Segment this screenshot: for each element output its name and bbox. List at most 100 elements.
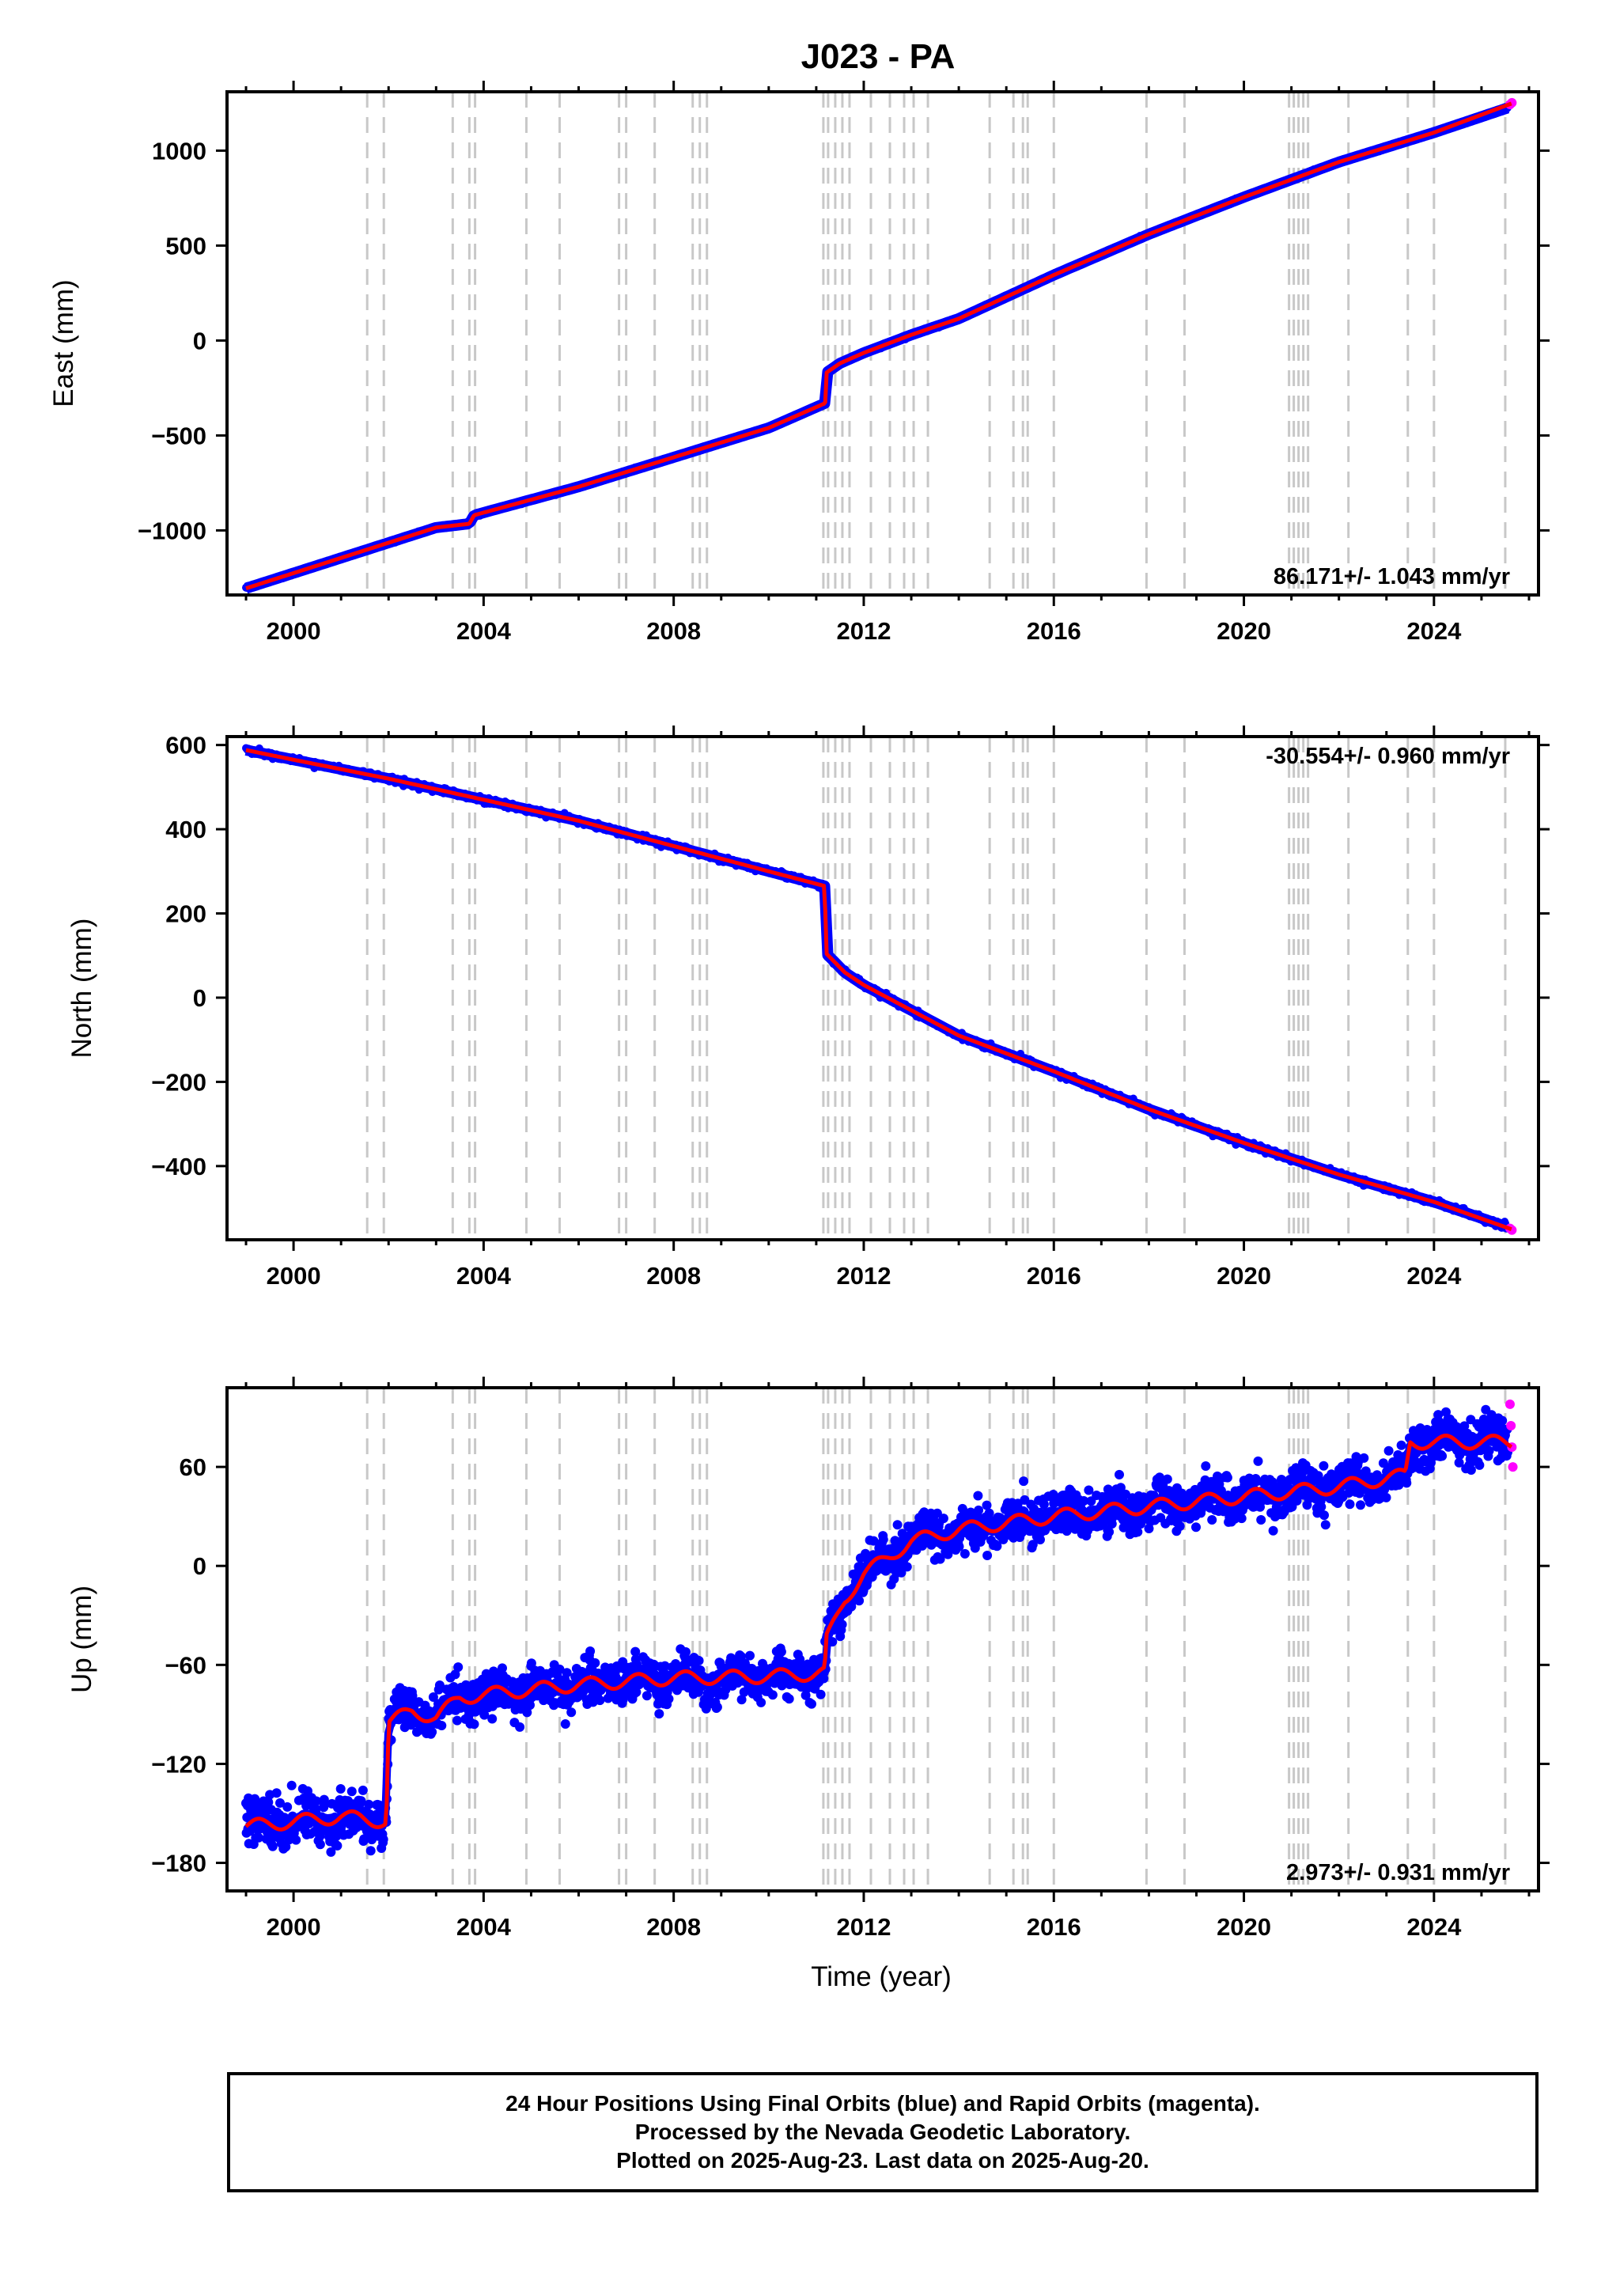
north-panel: 2000 2004 2008 2012 2016 2020 2024 −400 −200 0 200… [66,726,1550,1290]
east-ytick-label: 1000 [152,137,206,165]
up-data-point [453,1662,464,1673]
up-data-point [522,1707,532,1718]
north-ytick-label: 200 [165,900,206,928]
up-data-point [365,1846,376,1856]
north-model-line [245,748,1512,1232]
up-data-point [595,1695,605,1706]
north-xtick-label: 2000 [267,1262,321,1290]
up-data-point [631,1687,642,1697]
up-final-orbit-points [241,1404,1512,1857]
east-xtick-label: 2008 [646,617,701,645]
north-ytick-label: 400 [165,816,206,843]
east-ytick-label: 500 [165,232,206,260]
up-data-point [281,1842,291,1852]
east-ytick-label: −1000 [138,517,206,544]
east-xtick-label: 2012 [836,617,891,645]
up-data-point [320,1799,330,1809]
up-data-point [315,1839,325,1850]
up-data-point [664,1694,674,1704]
up-data-point [694,1656,704,1665]
up-data-point [271,1788,282,1798]
up-data-point [712,1702,722,1712]
up-data-point [560,1719,570,1729]
up-data-point [263,1797,274,1807]
up-data-point [356,1796,366,1806]
east-panel: 2000 2004 2008 2012 2016 2020 2024−1000−500050… [48,81,1550,645]
north-ytick-label: −200 [151,1068,206,1096]
east-xtick-label: 2024 [1406,617,1462,645]
up-data-point [282,1802,293,1812]
up-data-point [642,1691,652,1701]
up-data-point [364,1799,374,1809]
up-data-point [487,1714,498,1724]
east-ytick-label: −500 [151,422,206,449]
up-data-point [515,1722,525,1732]
east-plot-area [242,92,1517,595]
up-data-point [590,1658,600,1668]
east-xtick-label: 2020 [1217,617,1271,645]
east-xtick-label: 2000 [267,617,321,645]
up-data-point [795,1654,805,1665]
up-data-point [660,1661,670,1671]
up-data-point [346,1786,357,1797]
up-data-point [267,1841,278,1851]
up-data-point [469,1719,479,1730]
east-y-axis-label: East (mm) [48,279,79,407]
up-data-point [566,1707,577,1718]
north-rate-label: -30.554+/- 0.960 mm/yr [1266,744,1510,769]
up-data-point [254,1832,263,1843]
north-ytick-label: 600 [165,732,206,760]
up-data-point [335,1784,346,1794]
north-xtick-label: 2024 [1406,1262,1462,1290]
up-plot-area [241,1388,1518,1891]
up-data-point [498,1663,507,1673]
north-xtick-label: 2004 [456,1262,512,1290]
up-data-point [784,1694,794,1704]
up-data-point [434,1680,445,1690]
up-data-point [745,1650,755,1661]
up-data-point [525,1700,535,1711]
up-data-point [681,1647,691,1657]
up-data-point [585,1646,596,1656]
north-xtick-label: 2016 [1027,1262,1081,1290]
north-ytick-label: −400 [151,1153,206,1180]
north-final-orbit-band [244,744,1510,1233]
chart-title: J023 - PA [801,37,956,76]
up-data-point [481,1669,491,1679]
east-xtick-label: 2016 [1027,617,1081,645]
east-frame [225,90,1540,597]
up-data-point [332,1840,343,1851]
up-data-point [407,1691,418,1701]
up-data-point [807,1699,816,1709]
north-xtick-label: 2008 [646,1262,701,1290]
up-data-point [450,1669,460,1680]
up-data-point [452,1715,462,1726]
up-data-point [437,1721,447,1730]
up-data-point [479,1710,490,1720]
up-data-point [275,1798,285,1808]
up-data-point [284,1835,294,1845]
up-data-point [816,1689,826,1699]
up-panel: 2000 2004 2008 2012 2016 2020 2024−180−120−600… [66,1377,1550,1941]
east-rate-label: 86.171+/- 1.043 mm/yr [1274,564,1510,589]
up-data-point [312,1796,321,1806]
up-data-point [562,1668,572,1678]
up-data-point [286,1780,297,1790]
up-data-point [427,1727,437,1737]
north-ytick-label: 0 [193,984,206,1012]
up-data-point [654,1709,664,1719]
up-data-point [554,1664,565,1674]
up-data-point [378,1834,388,1844]
east-model-line [245,101,1512,590]
north-frame [225,735,1540,1241]
east-ytick-label: 0 [193,327,206,354]
up-data-point [526,1658,536,1669]
north-xtick-label: 2020 [1217,1262,1271,1290]
up-data-point [736,1695,747,1705]
up-data-point [767,1690,778,1700]
up-data-point [326,1847,336,1857]
north-xtick-label: 2012 [836,1262,891,1290]
north-plot-area [242,737,1517,1240]
up-data-point [776,1646,786,1657]
